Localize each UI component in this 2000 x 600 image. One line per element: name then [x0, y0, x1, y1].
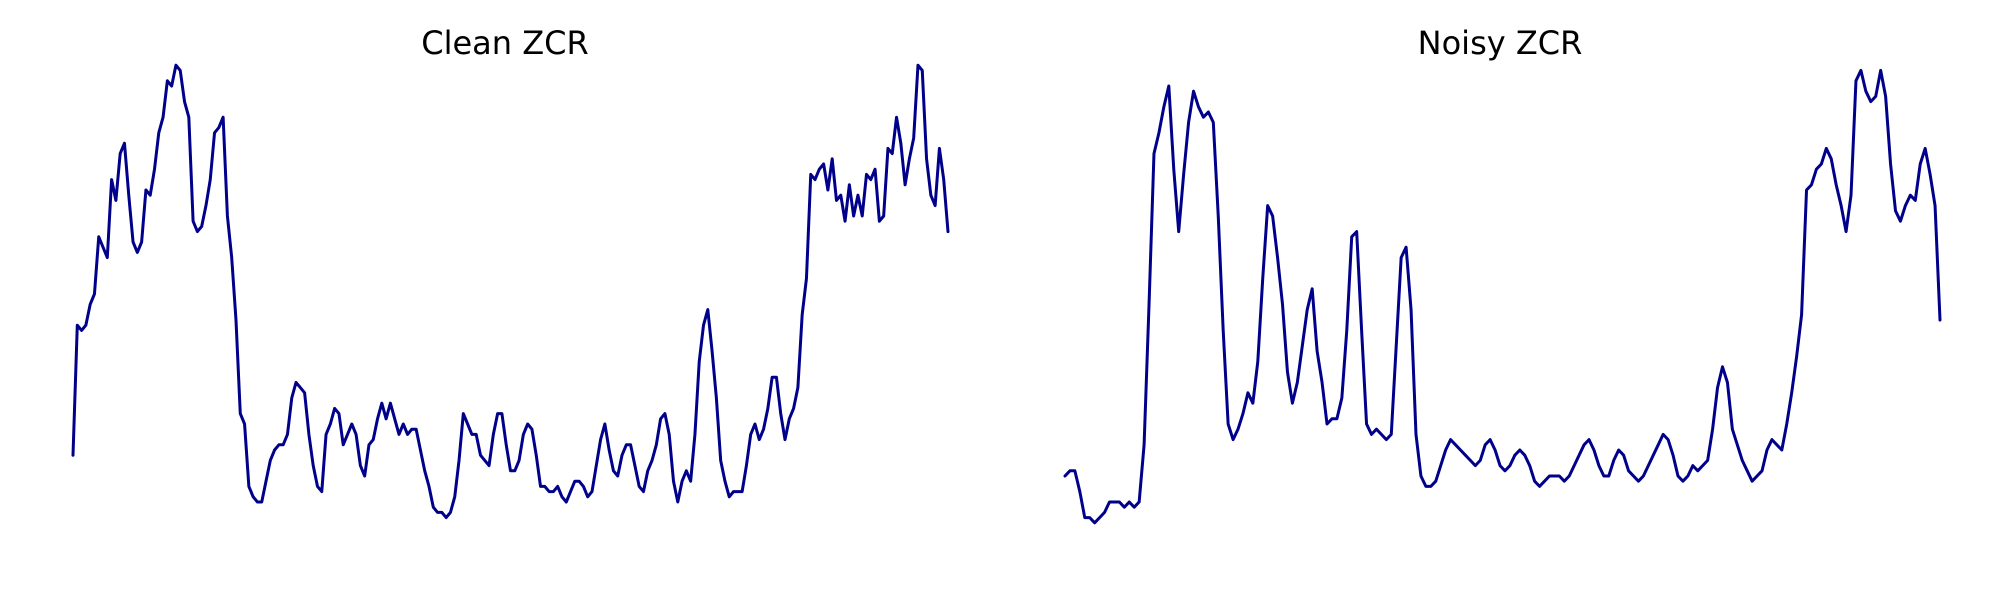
clean-zcr-line [71, 63, 950, 520]
chart-noisy-zcr: Noisy ZCR [1000, 0, 2000, 600]
noisy-zcr-line [1063, 68, 1942, 525]
chart-title: Noisy ZCR [1417, 24, 1583, 62]
plot-area-noisy [1063, 68, 1942, 525]
plot-area-clean [71, 63, 950, 520]
chart-clean-zcr: Clean ZCR [71, 24, 950, 520]
chart-title: Clean ZCR [421, 24, 589, 62]
